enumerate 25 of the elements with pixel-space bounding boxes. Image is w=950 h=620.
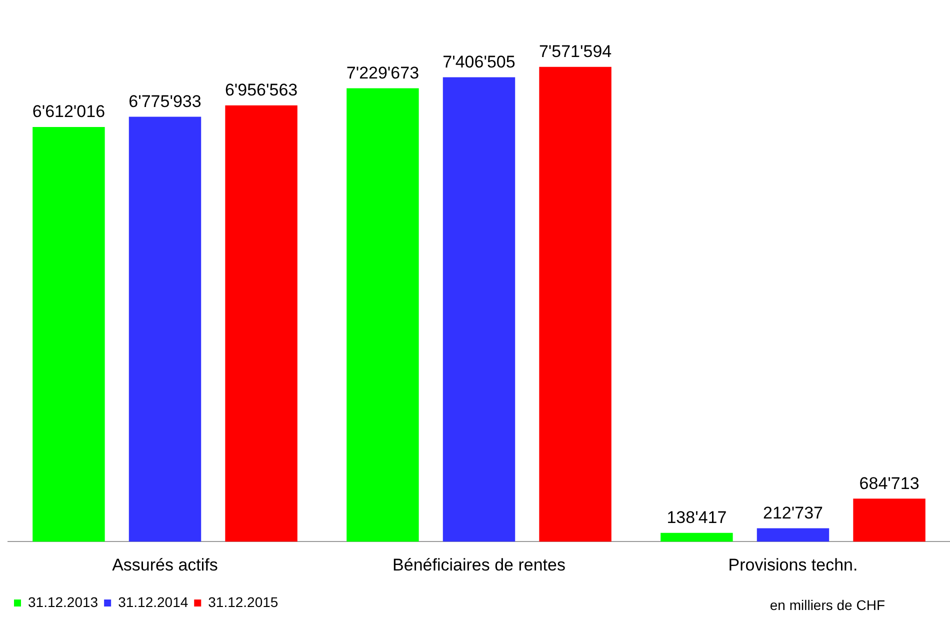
bar (32, 127, 105, 542)
data-label: 7'406'505 (442, 52, 516, 72)
bar (539, 66, 612, 542)
data-label: 7'229'673 (346, 63, 420, 82)
bar (128, 116, 202, 542)
data-label: 7'571'594 (538, 42, 612, 62)
bar (225, 105, 298, 542)
data-label: 212'737 (763, 503, 823, 522)
data-label: 138'417 (666, 508, 727, 528)
bar (442, 77, 516, 542)
x-tick-label: Assurés actifs (112, 555, 218, 574)
legend-label: 31.12.2014 (118, 594, 188, 610)
bar (853, 498, 926, 542)
data-label: 684'713 (859, 474, 920, 493)
x-tick-label: Provisions techn. (728, 555, 858, 574)
data-label: 6'956'563 (224, 80, 298, 100)
legend-label: 31.12.2015 (208, 594, 278, 610)
data-label: 6'775'933 (128, 92, 202, 111)
bar (660, 532, 733, 542)
bar (346, 88, 419, 542)
x-tick-label: Bénéficiaires de rentes (392, 555, 566, 574)
legend-label: 31.12.2013 (28, 594, 98, 610)
data-label: 6'612'016 (32, 102, 106, 122)
bar (756, 528, 830, 542)
text: en milliers de CHF (770, 596, 885, 613)
